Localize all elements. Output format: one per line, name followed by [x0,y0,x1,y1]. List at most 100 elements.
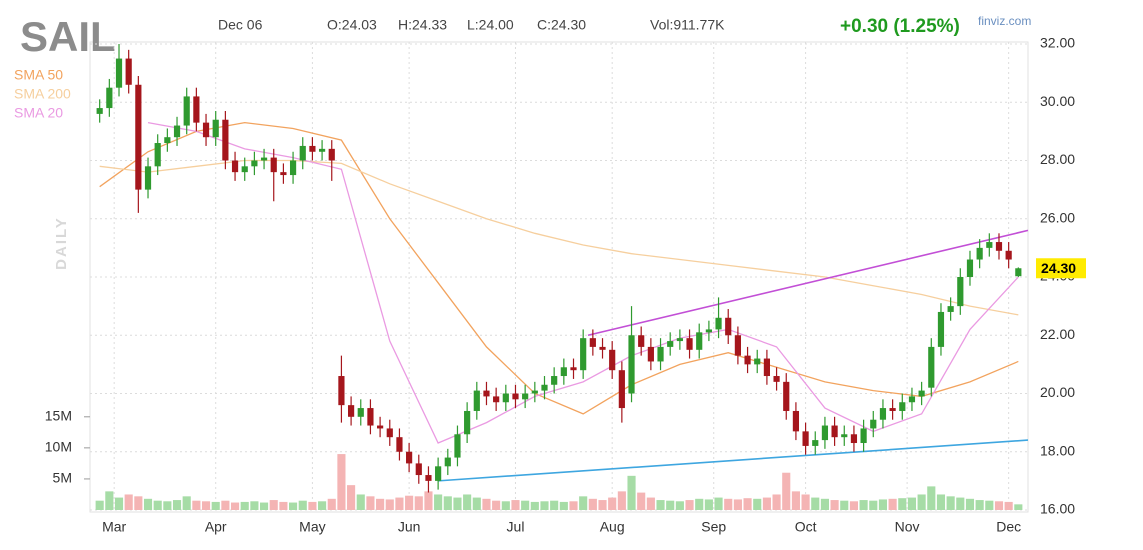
volume-bar [124,494,133,510]
candle-body [483,390,490,397]
x-tick-label: Jul [507,519,525,535]
volume-bar [559,501,568,510]
trendline [587,229,1029,337]
candle-body [164,137,171,144]
candle-body [754,358,761,365]
volume-bar [105,491,114,510]
candle-body [96,108,103,114]
candle-body [899,402,906,411]
candle-body [406,451,413,464]
candle-body [580,338,587,371]
y-tick-label: 28.00 [1040,151,1075,167]
candle-body [889,408,896,411]
volume-bar [376,498,385,510]
candle-body [908,396,916,403]
legend-entry: SMA 20 [14,105,63,121]
candle-body [986,242,993,248]
candle-body [415,463,422,476]
candle-body [367,408,374,426]
volume-bar [637,492,646,510]
volume-bar [395,497,404,510]
candle-body [831,425,838,438]
candle-body [144,166,152,190]
candle-body [966,259,974,277]
volume-bar [163,501,172,510]
volume-bar [801,494,810,510]
y-tick-label: 26.00 [1040,209,1075,225]
volume-bar [289,502,298,510]
x-tick-label: Apr [205,519,227,535]
candle-body [231,160,239,173]
candle-body [783,381,790,411]
quote-info: Vol:911.77K [650,17,725,33]
candle-body [493,396,500,403]
candle-body [125,58,132,85]
candle-body [154,143,161,167]
candle-body [696,332,703,350]
candle-body [802,431,809,446]
candle-body [609,349,616,371]
candle-body [309,145,316,152]
candle-body [202,122,210,138]
x-tick-label: Nov [895,519,920,535]
volume-bar [443,496,452,510]
volume-bar [114,497,124,510]
candle-body [589,338,596,347]
candle-body [299,145,306,161]
candle-body [995,242,1003,251]
volume-bar [308,501,317,510]
volume-bar [279,501,288,510]
candle-body [821,425,829,441]
candle-body [115,58,123,88]
volume-bar [859,500,868,510]
price-change: +0.30 (1.25%) [840,16,960,37]
candle-body [947,306,954,312]
candle-body [638,335,645,347]
candle-body [870,419,877,429]
candle-body [1005,250,1012,260]
candle-body [338,376,345,406]
volume-bar [695,498,704,510]
volume-bar [907,497,917,510]
candle-body [918,390,925,397]
volume-bar [463,494,472,510]
volume-bar [869,500,878,510]
volume-bar [521,500,530,510]
quote-info: Dec 06 [218,17,263,33]
sma-line [147,121,1019,444]
volume-bar [965,498,975,510]
volume-bar [994,501,1004,510]
legend-entry: SMA 200 [14,86,71,102]
candle-body [551,376,558,385]
candle-body [222,119,229,161]
volume-bar [230,502,240,510]
x-tick-label: Sep [701,519,726,535]
volume-bar [472,497,481,510]
candle-body [850,434,858,444]
volume-bar [211,501,220,510]
volume-bar [192,500,201,510]
volume-bar [327,498,336,510]
quote-info: H:24.33 [398,17,447,33]
candle-body [570,367,577,371]
candle-body [860,428,867,444]
volume-bar [714,497,723,510]
candle-body [773,376,780,382]
candle-body [193,96,200,123]
candle-body [318,148,326,152]
y2-tick-label: 10M [45,439,72,455]
volume-bar [936,494,946,510]
volume-bar [434,494,443,510]
candle-body [676,338,683,342]
quote-info: C:24.30 [537,17,586,33]
candle-body [928,346,935,388]
volume-bar [753,498,762,510]
candle-body [212,119,219,138]
x-tick-label: May [299,519,325,535]
candle-body [541,384,548,391]
candle-body [657,346,664,362]
candle-body [744,355,751,365]
candle-body [560,367,567,377]
volume-bar [685,500,694,510]
